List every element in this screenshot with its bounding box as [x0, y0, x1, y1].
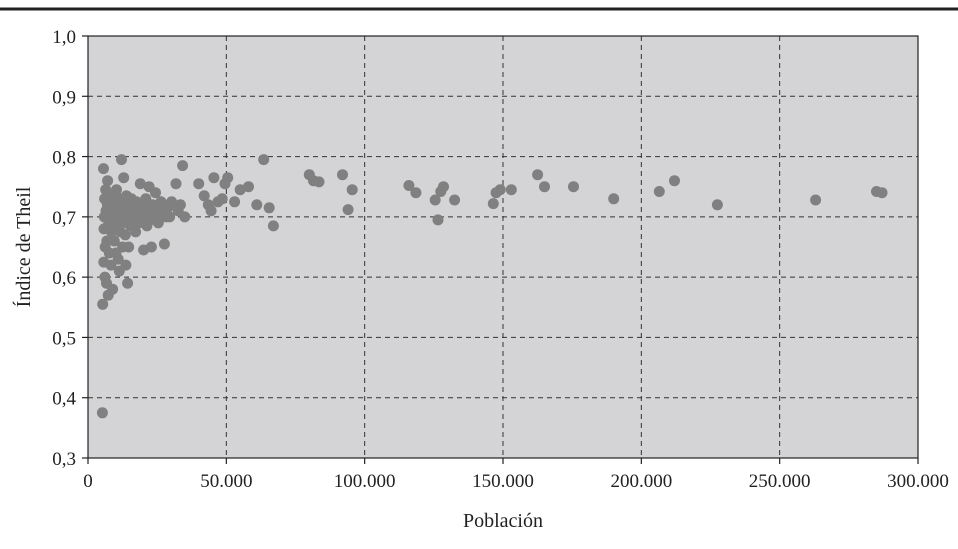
x-tick-label: 50.000: [200, 471, 252, 492]
data-point: [313, 176, 325, 188]
data-point: [111, 184, 122, 196]
data-points: [96, 154, 888, 419]
data-point: [234, 184, 246, 196]
y-tick-label: 0,8: [52, 148, 76, 169]
y-tick-label: 0,6: [52, 268, 76, 289]
data-point: [410, 187, 422, 199]
data-point: [487, 198, 499, 210]
data-point: [669, 175, 680, 187]
data-point: [116, 154, 127, 166]
data-point: [876, 187, 888, 199]
data-point: [152, 217, 164, 229]
data-point: [608, 193, 620, 205]
data-point: [532, 169, 544, 181]
data-point: [267, 220, 279, 232]
y-tick-label: 0,5: [52, 328, 76, 349]
x-axis-title: Población: [463, 510, 543, 532]
data-point: [653, 186, 665, 197]
x-tick-label: 300.000: [887, 471, 949, 492]
data-point: [150, 187, 161, 199]
data-point: [229, 196, 241, 208]
data-point: [505, 184, 517, 196]
data-point: [346, 184, 358, 196]
data-point: [208, 172, 220, 184]
data-point: [170, 178, 182, 190]
y-tick-label: 0,4: [52, 389, 76, 410]
data-point: [429, 194, 441, 206]
data-point: [120, 259, 132, 271]
data-point: [711, 199, 723, 211]
x-tick-label: 0: [83, 471, 93, 492]
data-point: [96, 407, 108, 419]
x-tick-label: 150.000: [472, 471, 534, 492]
data-point: [98, 163, 109, 175]
data-point: [107, 283, 119, 295]
data-point: [145, 241, 157, 253]
data-point: [102, 175, 114, 187]
y-tick-label: 1,0: [52, 27, 76, 48]
y-tick-label: 0,7: [52, 208, 76, 229]
data-point: [243, 181, 254, 193]
data-point: [118, 172, 130, 184]
data-point: [198, 190, 210, 202]
x-axis-ticks: 0 50.000 100.000 150.000 200.000 250.000 300.0…: [83, 458, 949, 492]
data-point: [810, 194, 822, 206]
data-point: [130, 226, 142, 238]
data-point: [177, 160, 189, 172]
data-point: [100, 184, 112, 196]
grid-lines: [88, 36, 918, 458]
data-point: [119, 229, 131, 241]
y-tick-label: 0,3: [52, 449, 76, 470]
data-point: [438, 181, 449, 193]
data-point: [158, 238, 170, 250]
data-point: [97, 298, 109, 310]
data-point: [216, 193, 228, 205]
x-tick-label: 200.000: [610, 471, 672, 492]
data-point: [251, 199, 263, 211]
data-point: [123, 241, 135, 253]
data-point: [164, 211, 176, 223]
data-point: [342, 204, 354, 216]
data-point: [105, 259, 117, 271]
data-point: [134, 178, 146, 190]
data-point: [179, 211, 191, 223]
data-point: [122, 277, 134, 289]
x-tick-label: 100.000: [334, 471, 396, 492]
data-point: [108, 235, 120, 247]
x-tick-label: 250.000: [749, 471, 811, 492]
y-tick-label: 0,9: [52, 87, 76, 108]
data-point: [174, 199, 186, 211]
data-point: [449, 194, 461, 206]
data-point: [494, 184, 506, 196]
y-axis-ticks: 0,3 0,4 0,5 0,6 0,7 0,8 0,9 1,0: [52, 27, 88, 470]
y-axis-title: Índice de Theil: [12, 186, 35, 307]
data-point: [568, 181, 579, 193]
data-point: [112, 253, 124, 265]
data-point: [337, 169, 348, 181]
data-point: [222, 172, 234, 184]
data-point: [205, 205, 217, 217]
data-point: [193, 178, 205, 190]
data-point: [432, 214, 444, 226]
data-point: [263, 202, 275, 214]
data-point: [403, 180, 415, 191]
data-point: [539, 181, 550, 193]
data-point: [258, 154, 270, 166]
